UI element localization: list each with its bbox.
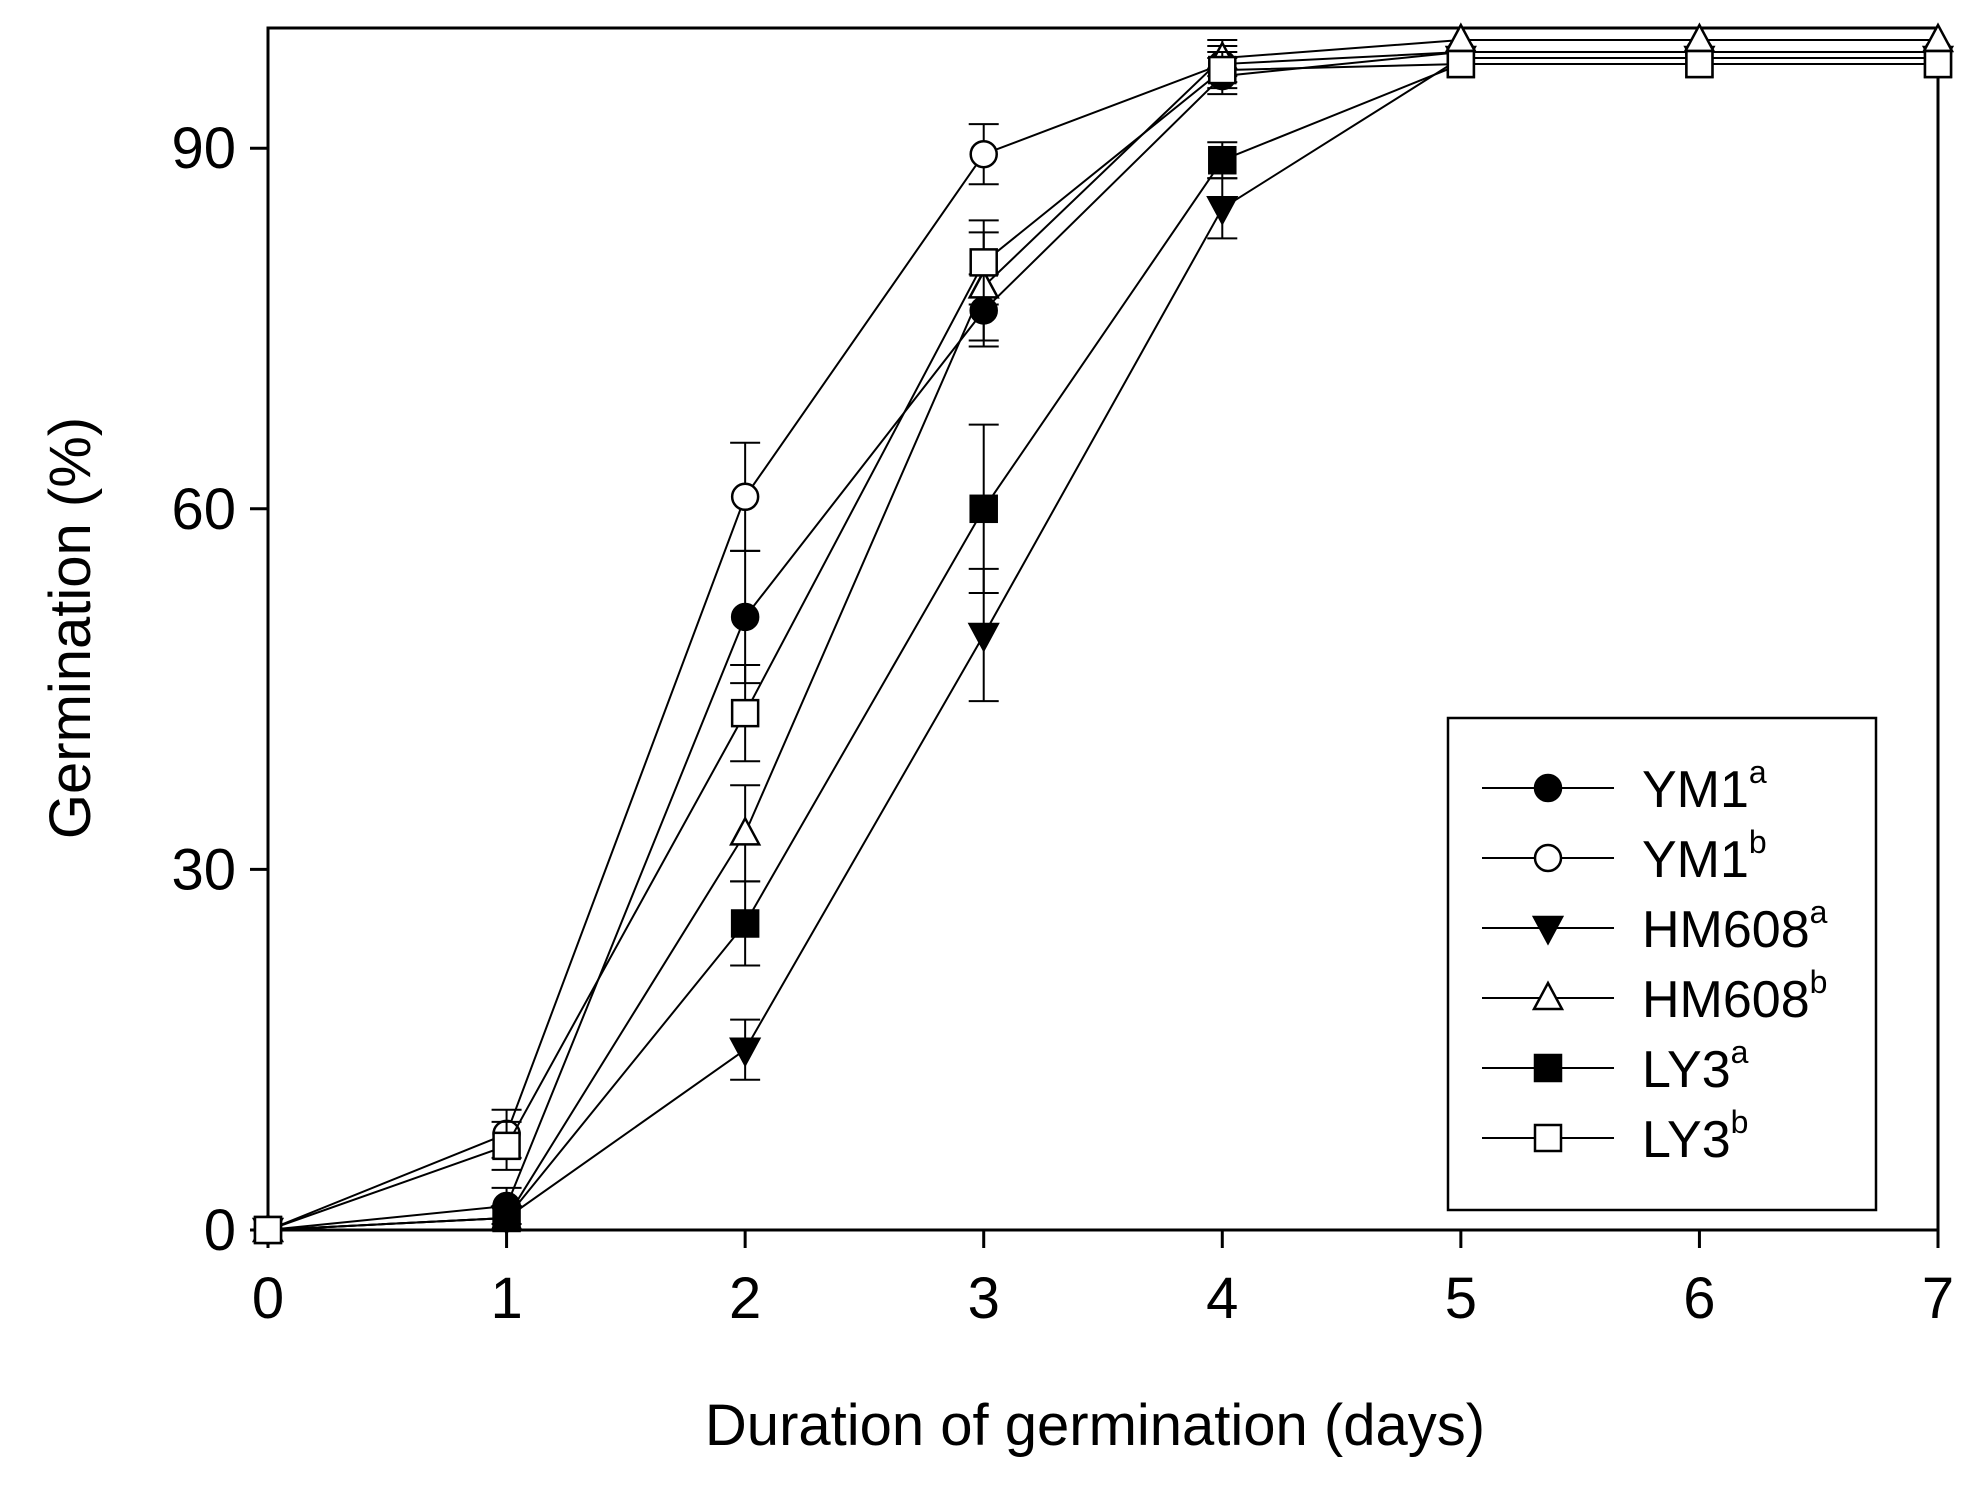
data-point (1208, 145, 1237, 175)
legend-label: LY3a (1642, 1034, 1749, 1099)
legend-marker (1531, 980, 1565, 1011)
x-tick-label: 1 (490, 1266, 522, 1331)
legend-series-name: HM608 (1642, 901, 1810, 959)
data-point (1208, 55, 1237, 85)
x-tick-label: 5 (1445, 1266, 1477, 1331)
legend-series-name: LY3 (1642, 1111, 1731, 1169)
data-point (969, 139, 998, 169)
legend-superscript: a (1749, 754, 1767, 790)
x-tick-label: 4 (1206, 1266, 1238, 1331)
data-point (1685, 49, 1714, 79)
legend-item: YM1b (1482, 824, 1767, 889)
series-line (267, 57, 1938, 1231)
x-tick-label: 2 (729, 1266, 761, 1331)
data-point (492, 1203, 521, 1233)
x-tick-label: 3 (968, 1266, 1000, 1331)
legend-marker (1533, 1053, 1563, 1083)
data-point (730, 698, 760, 728)
data-point (967, 622, 1000, 653)
y-tick-label: 0 (204, 1198, 236, 1263)
legend-item: YM1a (1482, 754, 1767, 819)
x-tick-label: 7 (1922, 1266, 1954, 1331)
legend-item: HM608a (1482, 894, 1828, 959)
legend-item: LY3b (1482, 1104, 1748, 1169)
series-ly3-b (253, 49, 1953, 1245)
legend-item: LY3a (1482, 1034, 1749, 1099)
data-point (969, 494, 998, 524)
series-line (267, 39, 1938, 1231)
legend-superscript: a (1810, 894, 1828, 930)
data-point (729, 815, 762, 846)
legend-label: HM608a (1642, 894, 1828, 959)
y-axis-label: Germination (%) (38, 417, 103, 839)
legend-superscript: b (1749, 824, 1767, 860)
data-point (492, 1131, 521, 1161)
data-point (730, 482, 760, 512)
data-point (1446, 49, 1476, 79)
legend-label: LY3b (1642, 1104, 1748, 1169)
y-tick-label: 90 (171, 116, 236, 181)
data-point (253, 1215, 283, 1245)
legend-marker (1533, 1123, 1563, 1153)
legend-series-name: YM1 (1642, 761, 1749, 819)
y-tick-label: 30 (171, 837, 236, 902)
data-point (1923, 49, 1953, 79)
x-tick-label: 0 (252, 1266, 284, 1331)
legend-marker (1533, 843, 1563, 873)
legend-series-name: HM608 (1642, 971, 1810, 1029)
series-line (267, 63, 1938, 1231)
legend-label: YM1b (1642, 824, 1767, 889)
y-tick-label: 60 (171, 477, 236, 542)
data-point (730, 602, 760, 632)
data-point (730, 909, 760, 938)
data-point (1206, 196, 1239, 226)
legend-superscript: b (1810, 964, 1828, 1000)
x-tick-label: 6 (1683, 1266, 1715, 1331)
data-point (729, 1037, 762, 1068)
legend-item: HM608b (1482, 964, 1827, 1029)
legend-marker (1533, 773, 1563, 803)
legend-superscript: b (1731, 1104, 1749, 1140)
legend-superscript: a (1731, 1034, 1749, 1070)
x-axis-label: Duration of germination (days) (705, 1393, 1485, 1458)
data-point (969, 248, 998, 277)
legend-label: YM1a (1642, 754, 1767, 819)
legend-label: HM608b (1642, 964, 1827, 1029)
legend-series-name: LY3 (1642, 1041, 1731, 1099)
legend-series-name: YM1 (1642, 831, 1749, 889)
plot-frame (266, 26, 1940, 1232)
legend-marker (1531, 915, 1565, 946)
series-line (267, 51, 1938, 1231)
legend-frame (1446, 716, 1878, 1212)
